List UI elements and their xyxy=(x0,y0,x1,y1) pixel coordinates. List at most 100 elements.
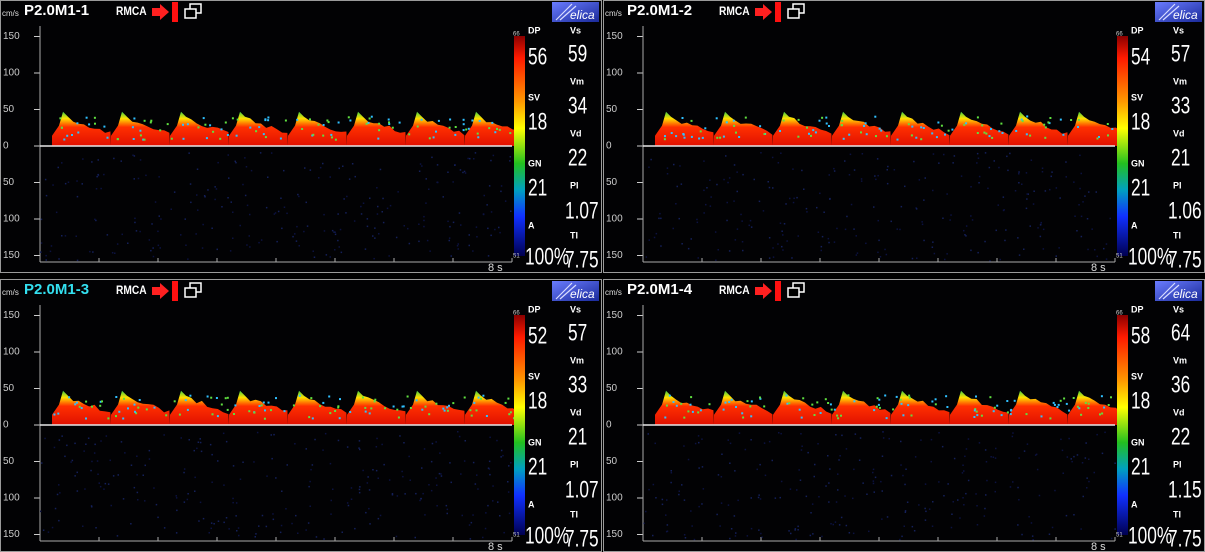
noise-dot xyxy=(461,514,463,517)
spectral-speck xyxy=(309,118,311,121)
noise-dot xyxy=(683,499,686,501)
noise-dot xyxy=(792,201,795,204)
logo-text: elica xyxy=(1173,287,1198,301)
spectral-speck xyxy=(672,401,675,403)
noise-dot xyxy=(727,504,730,506)
noise-dot xyxy=(381,443,383,446)
noise-dot xyxy=(454,164,456,166)
noise-dot xyxy=(488,460,491,463)
noise-dot xyxy=(94,443,96,446)
noise-dot xyxy=(70,461,72,463)
noise-dot xyxy=(1095,191,1097,193)
spectral-speck xyxy=(145,408,148,411)
noise-dot xyxy=(281,227,283,230)
spectral-speck xyxy=(398,121,401,124)
noise-dot xyxy=(95,188,98,190)
noise-dot xyxy=(298,195,300,198)
noise-dot xyxy=(270,434,272,436)
noise-dot xyxy=(209,443,212,446)
spectral-speck xyxy=(149,121,152,124)
spectral-speck xyxy=(1065,402,1068,405)
noise-dot xyxy=(810,512,812,514)
noise-dot xyxy=(425,178,427,180)
scale-top: 66 xyxy=(1116,311,1123,317)
noise-dot xyxy=(142,474,144,476)
noise-dot xyxy=(446,508,449,511)
noise-dot xyxy=(150,249,152,252)
spectral-speck xyxy=(494,131,497,134)
noise-dot xyxy=(861,153,864,155)
noise-dot xyxy=(1017,524,1019,526)
spectral-beat xyxy=(773,390,832,425)
noise-dot xyxy=(720,502,723,504)
spectral-speck xyxy=(127,407,129,410)
noise-dot xyxy=(158,215,160,217)
y-axis-label: 100 xyxy=(606,214,623,225)
noise-dot xyxy=(697,257,699,259)
noise-dot xyxy=(1096,255,1098,258)
noise-dot xyxy=(947,483,949,485)
noise-dot xyxy=(1037,227,1039,229)
spectral-speck xyxy=(310,397,313,400)
noise-dot xyxy=(986,479,988,482)
noise-dot xyxy=(452,181,454,183)
noise-dot xyxy=(696,218,698,221)
param-label: Vs xyxy=(570,25,581,35)
noise-dot xyxy=(1009,152,1011,155)
noise-dot xyxy=(923,239,925,242)
noise-dot xyxy=(1080,215,1083,218)
noise-dot xyxy=(650,158,652,161)
noise-dot xyxy=(402,475,404,478)
noise-dot xyxy=(309,480,311,483)
noise-dot xyxy=(97,473,99,475)
spectral-speck xyxy=(976,116,979,119)
spectral-speck xyxy=(840,414,842,417)
noise-dot xyxy=(1065,514,1068,517)
noise-dot xyxy=(360,205,362,208)
y-axis-label: 50 xyxy=(3,177,15,188)
noise-dot xyxy=(468,244,470,247)
noise-dot xyxy=(728,177,731,179)
noise-dot xyxy=(84,488,86,490)
noise-dot xyxy=(274,212,277,214)
spectral-speck xyxy=(699,409,702,412)
noise-dot xyxy=(660,217,662,220)
noise-dot xyxy=(337,239,339,242)
noise-dot xyxy=(232,465,235,467)
spectral-speck xyxy=(329,412,332,415)
spectral-speck xyxy=(675,404,678,407)
spectral-speck xyxy=(821,116,824,119)
spectral-speck xyxy=(298,394,301,397)
noise-dot xyxy=(960,175,963,177)
spectral-beat xyxy=(1068,111,1127,146)
noise-dot xyxy=(484,527,487,530)
noise-dot xyxy=(500,449,503,452)
spectral-speck xyxy=(779,130,781,132)
noise-dot xyxy=(418,170,421,172)
spectral-speck xyxy=(813,414,816,416)
noise-dot xyxy=(354,527,356,530)
noise-dot xyxy=(228,177,230,179)
noise-dot xyxy=(838,459,840,461)
y-axis-label: 100 xyxy=(3,493,20,504)
noise-dot xyxy=(188,439,190,441)
noise-dot xyxy=(780,432,782,435)
noise-dot xyxy=(239,224,241,227)
spectral-speck xyxy=(691,410,694,413)
param-label: TI xyxy=(1173,230,1181,240)
noise-dot xyxy=(109,459,111,462)
spectral-speck xyxy=(847,394,850,397)
noise-dot xyxy=(694,442,697,445)
noise-dot xyxy=(61,162,63,164)
noise-dot xyxy=(749,219,752,222)
spectral-speck xyxy=(1111,128,1114,130)
noise-dot xyxy=(298,245,300,247)
noise-dot xyxy=(785,203,787,205)
spectral-speck xyxy=(1009,413,1012,416)
noise-dot xyxy=(950,214,952,216)
noise-dot xyxy=(1105,258,1108,260)
noise-dot xyxy=(675,203,677,205)
noise-dot xyxy=(1009,486,1012,488)
noise-dot xyxy=(98,482,100,484)
noise-dot xyxy=(337,213,339,215)
